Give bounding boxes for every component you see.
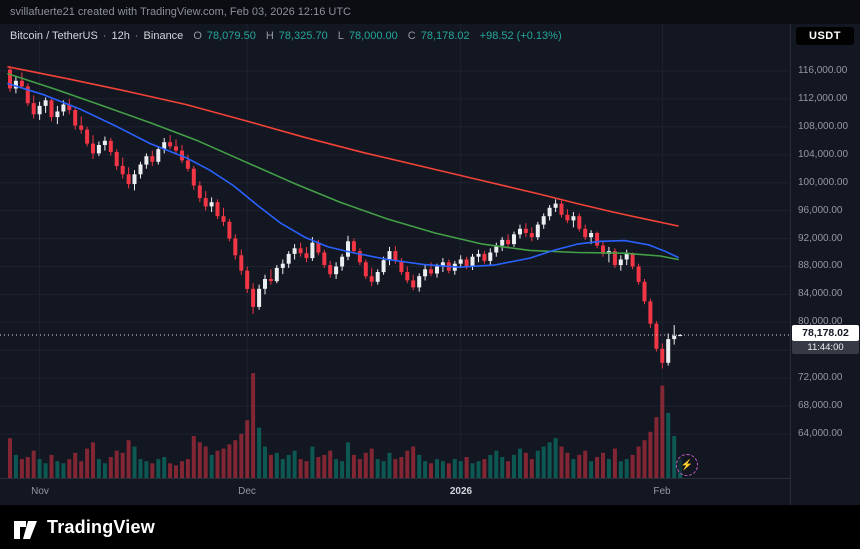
low-label: L [337,30,344,42]
price-tick-label: 72,000.00 [798,372,843,383]
last-price-label: 78,178.02 [792,325,859,341]
exchange-label[interactable]: Binance [143,30,184,42]
separator-dot: · [102,30,107,42]
open-value: 78,079.50 [206,30,256,42]
price-tick-label: 64,000.00 [798,428,843,439]
price-tick-label: 104,000.00 [798,149,849,160]
chart-legend: Bitcoin / TetherUS · 12h · Binance O 78,… [10,30,562,42]
lightning-glyph: ⚡ [680,459,694,471]
close-value: 78,178.02 [420,30,470,42]
price-tick-label: 88,000.00 [798,260,843,271]
chart-main: Bitcoin / TetherUS · 12h · Binance O 78,… [0,24,860,505]
price-tick-label: 108,000.00 [798,121,849,132]
time-tick-label: Nov [31,486,49,497]
time-tick-label: Feb [653,486,671,497]
high-value: 78,325.70 [278,30,328,42]
price-axis[interactable]: 78,178.02 11:44:00 116,000.00 112,000.00 1… [790,24,860,505]
price-tick-label: 84,000.00 [798,288,843,299]
price-tick-label: 80,000.00 [798,316,843,327]
footer-bar: TradingView [0,505,860,549]
separator-dot: · [134,30,139,42]
sparkle-icon[interactable]: ⚡ [676,454,698,476]
chart-plot[interactable]: Bitcoin / TetherUS · 12h · Binance O 78,… [0,24,790,478]
time-tick-label: Dec [238,486,256,497]
open-label: O [193,30,202,42]
high-label: H [265,30,274,42]
currency-badge[interactable]: USDT [796,27,854,45]
bar-countdown-label: 11:44:00 [792,341,859,354]
tradingview-wordmark[interactable]: TradingView [47,516,155,537]
price-tick-label: 96,000.00 [798,205,843,216]
low-value: 78,000.00 [348,30,398,42]
interval-label[interactable]: 12h [111,30,130,42]
candlestick-canvas[interactable] [0,24,790,478]
attribution-text: svillafuerte21 created with TradingView.… [10,6,351,18]
price-tick-label: 68,000.00 [798,400,843,411]
time-tick-label: 2026 [449,486,473,497]
tradingview-logo[interactable] [12,513,38,541]
close-label: C [407,30,416,42]
change-value: +98.52 (+0.13%) [479,30,562,42]
price-tick-label: 112,000.00 [798,93,848,104]
last-price-badge: 78,178.02 11:44:00 [792,325,859,354]
price-tick-label: 100,000.00 [798,177,849,188]
time-axis[interactable]: Nov Dec 2026 Feb [0,478,790,506]
attribution-bar: svillafuerte21 created with TradingView.… [0,0,860,24]
price-tick-label: 92,000.00 [798,233,843,244]
symbol-title[interactable]: Bitcoin / TetherUS [10,30,98,42]
price-tick-label: 116,000.00 [798,65,848,76]
